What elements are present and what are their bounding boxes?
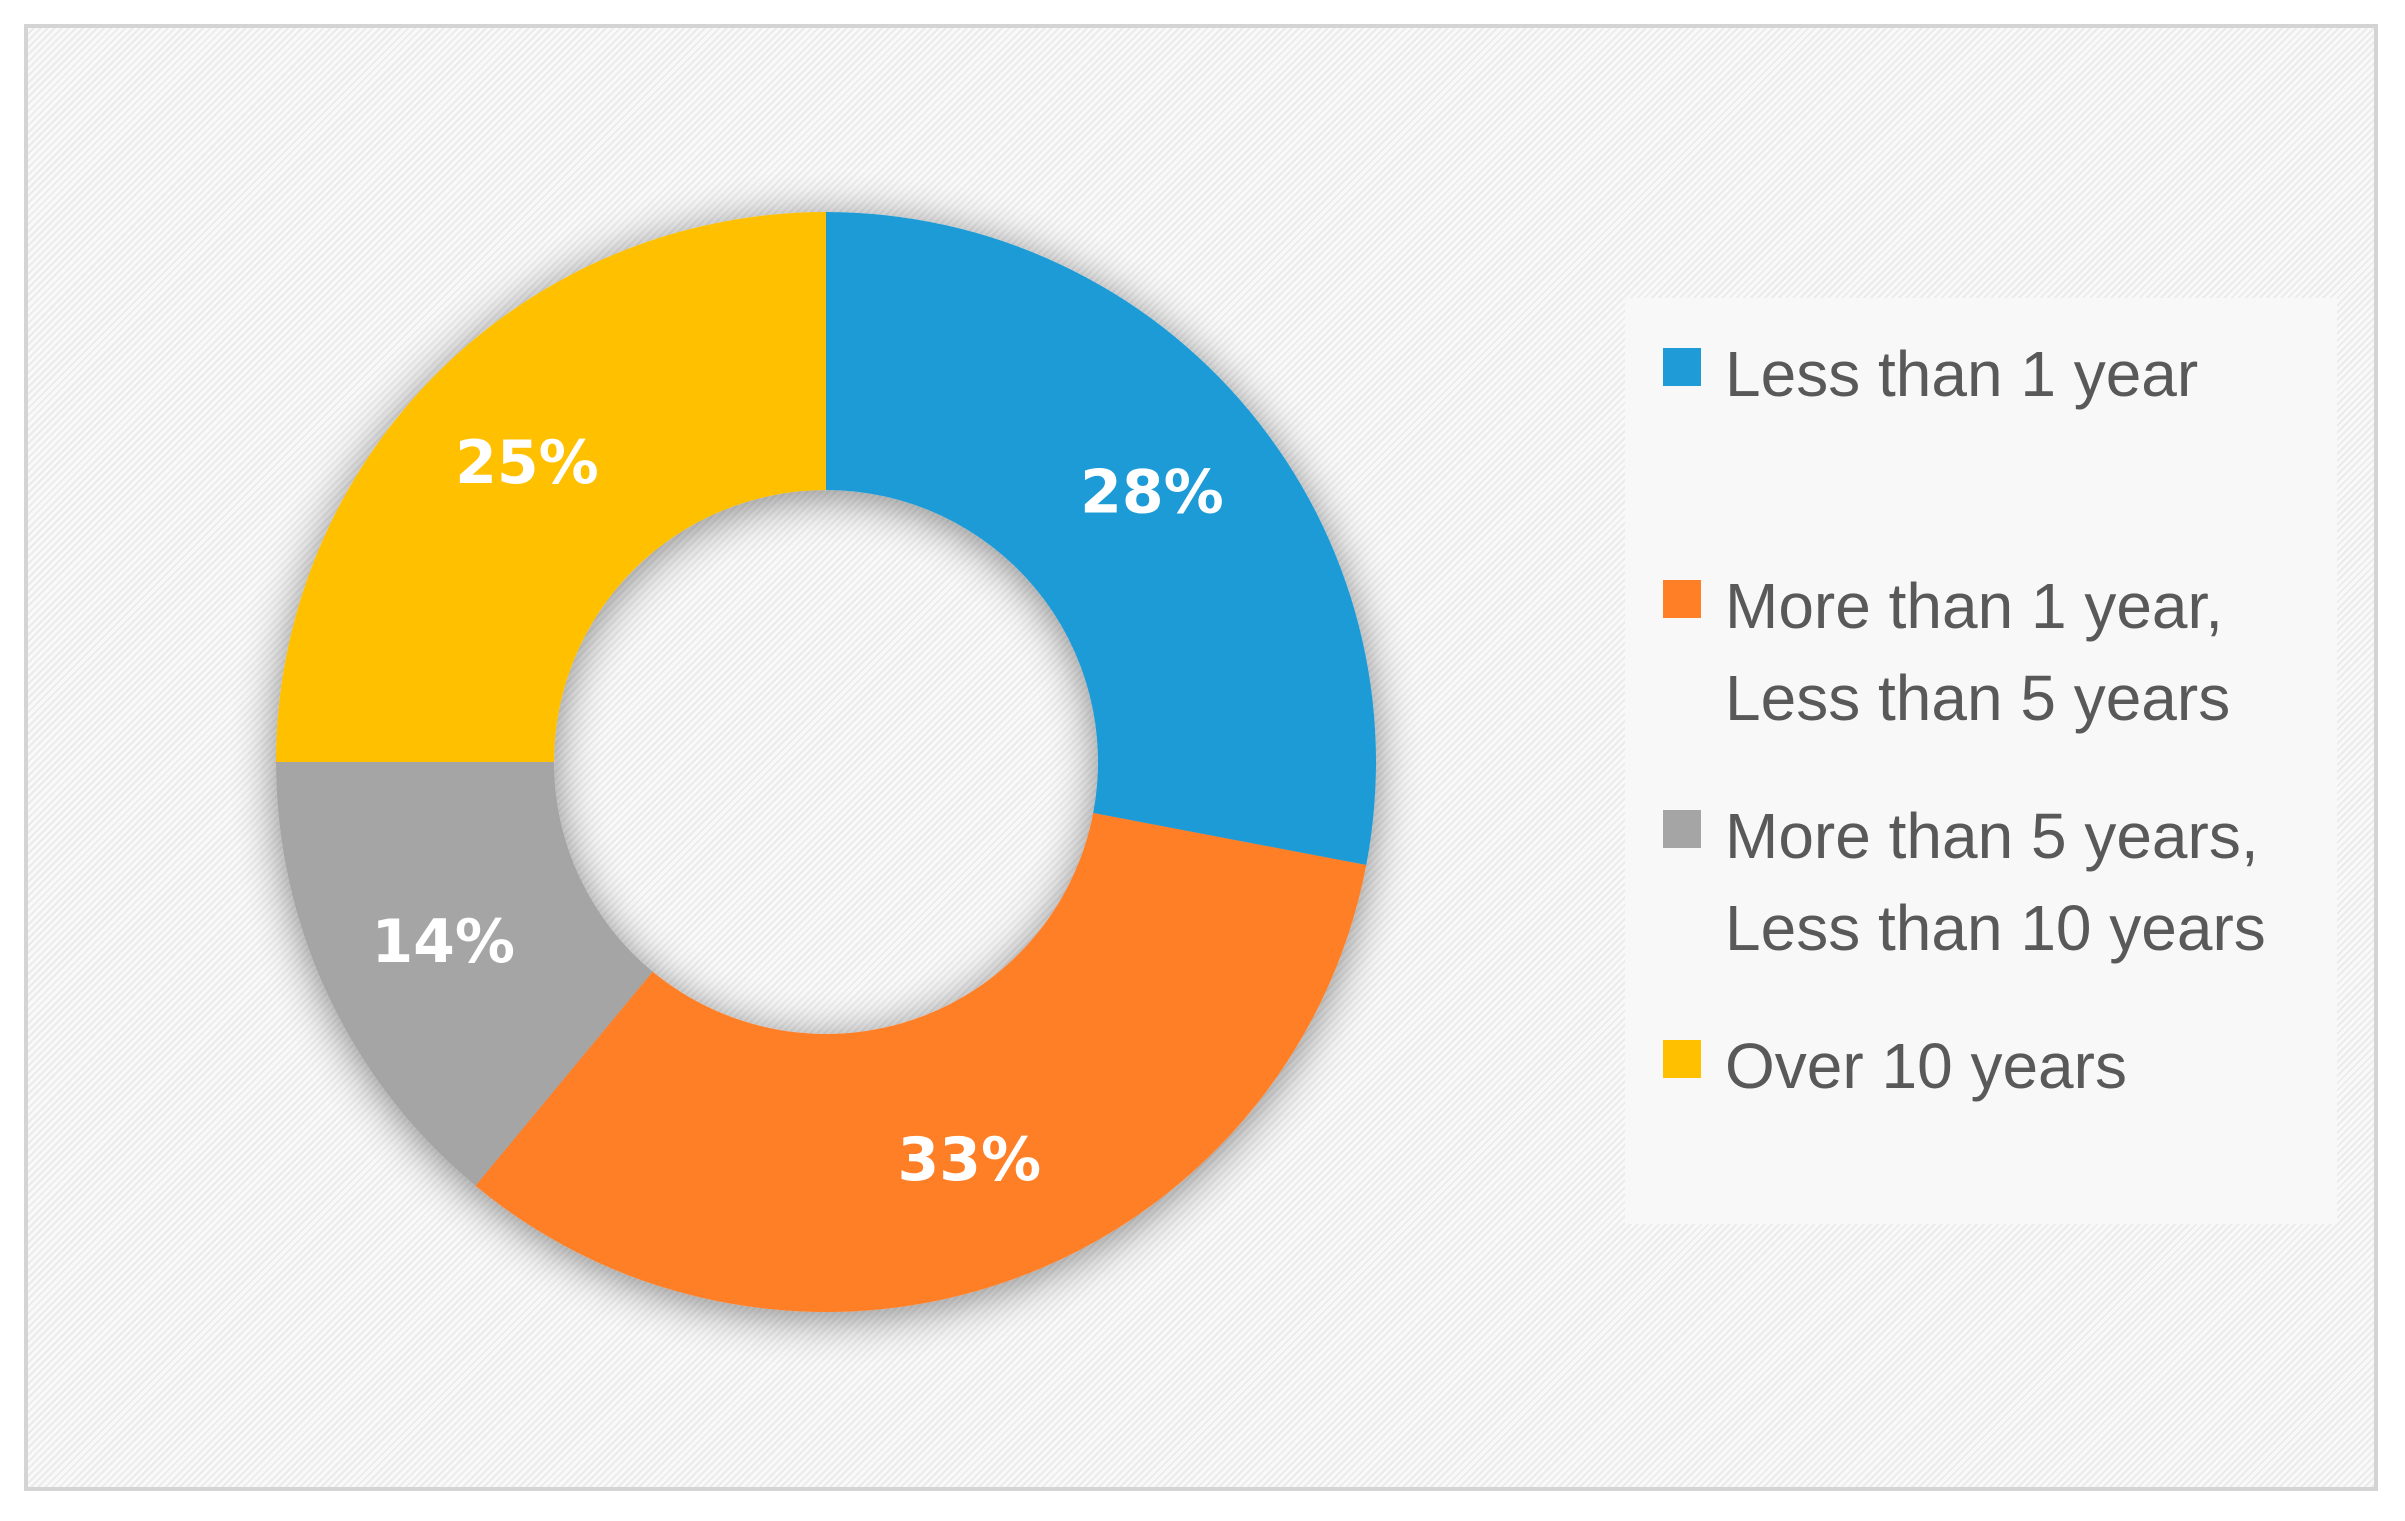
legend-label: Over 10 years: [1725, 1030, 2127, 1102]
legend-swatch: [1663, 1040, 1701, 1078]
legend-item-3: More than 5 years, Less than 10 years: [1663, 790, 2266, 974]
donut-slices: [276, 212, 1376, 1312]
legend-item-4: Over 10 years: [1663, 1020, 2127, 1112]
slice-value-label-4: 25%: [455, 428, 599, 498]
legend-label: Less than 1 year: [1725, 338, 2199, 410]
legend-item-2: More than 1 year, Less than 5 years: [1663, 560, 2230, 744]
legend-item-1: Less than 1 year: [1663, 328, 2198, 420]
legend-swatch: [1663, 810, 1701, 848]
legend-label: More than 5 years, Less than 10 years: [1725, 800, 2266, 964]
slice-labels: 28% 33% 14% 25%: [371, 428, 1223, 1195]
slice-value-label-1: 28%: [1080, 457, 1224, 527]
legend: Less than 1 year More than 1 year, Less t…: [1625, 298, 2337, 1224]
slice-value-label-2: 33%: [897, 1125, 1041, 1195]
legend-label: More than 1 year, Less than 5 years: [1725, 570, 2231, 734]
donut-slice-4: [276, 212, 826, 762]
donut-slice-3: [276, 762, 653, 1186]
legend-swatch: [1663, 348, 1701, 386]
donut-slice-1: [826, 212, 1376, 866]
slice-value-label-3: 14%: [371, 907, 515, 977]
legend-swatch: [1663, 580, 1701, 618]
donut-slice-2: [475, 812, 1367, 1312]
